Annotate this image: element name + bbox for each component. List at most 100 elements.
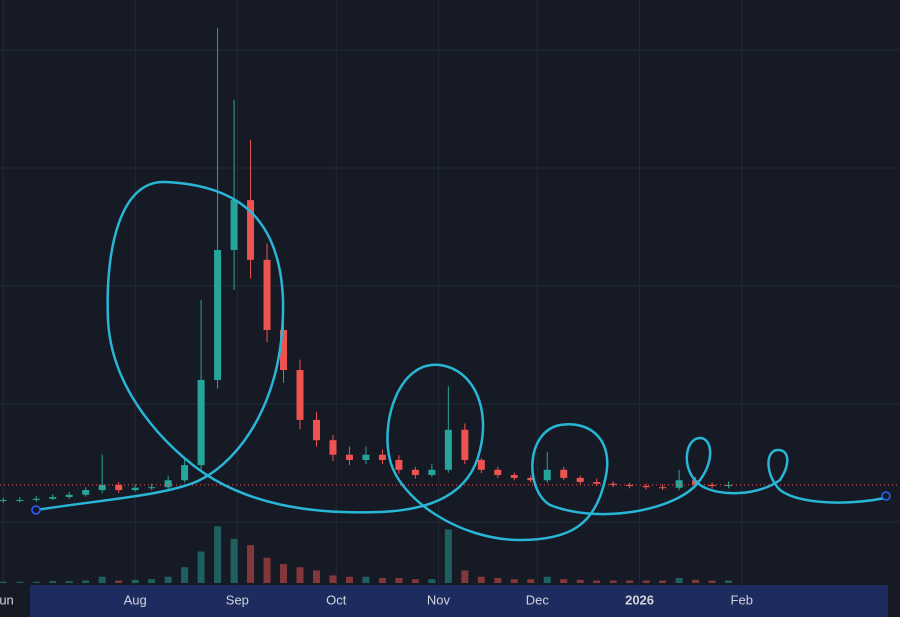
candle-body <box>593 481 601 484</box>
x-tick-label: Jun <box>0 592 14 607</box>
candle-body <box>280 330 288 371</box>
candle-body <box>329 440 337 455</box>
volume-bar <box>32 581 40 583</box>
volume-bar <box>395 577 403 583</box>
candle-body <box>675 480 683 488</box>
volume-bar <box>461 570 469 583</box>
candle-body <box>49 497 57 499</box>
candle-body <box>626 484 634 487</box>
volume-bar <box>148 579 156 583</box>
candle-body <box>444 429 452 470</box>
volume-bar <box>312 570 320 583</box>
candle-body <box>461 429 469 460</box>
volume-bar <box>49 581 57 583</box>
volume-bar <box>280 564 288 583</box>
volume-bar <box>560 579 568 583</box>
volume-bar <box>378 577 386 583</box>
x-tick-label: 2026 <box>625 592 654 607</box>
volume-bar <box>510 579 518 583</box>
candle-body <box>148 487 156 489</box>
candle-body <box>543 469 551 481</box>
volume-bar <box>0 581 7 583</box>
candle-body <box>576 477 584 482</box>
volume-bar <box>214 526 222 583</box>
volume-bar <box>329 575 337 583</box>
candle-body <box>131 487 139 491</box>
candle-body <box>725 484 733 487</box>
candle-body <box>477 459 485 470</box>
volume-bar <box>362 576 370 583</box>
candle-body <box>115 484 123 491</box>
candle-body <box>494 469 502 476</box>
drawing-handle[interactable] <box>881 491 891 501</box>
volume-bar <box>708 580 716 583</box>
volume-bar <box>494 577 502 583</box>
drawing-handle[interactable] <box>31 505 41 515</box>
candle-body <box>181 465 189 481</box>
x-tick-label: Nov <box>427 592 451 607</box>
h-grid <box>0 49 900 523</box>
candle-body <box>32 498 40 500</box>
candle-body <box>642 486 650 488</box>
volume-bar <box>659 580 667 583</box>
candle-body <box>609 483 617 485</box>
volume-bar <box>411 579 419 583</box>
candle-body <box>65 494 73 498</box>
volume-bar <box>725 580 733 583</box>
volume-bar <box>98 576 106 583</box>
candle-body <box>560 469 568 478</box>
candle-body <box>312 419 320 441</box>
volume-bar <box>609 580 617 583</box>
candle-body <box>527 477 535 481</box>
candle-body <box>510 475 518 478</box>
candle-body <box>197 379 205 466</box>
volume-bar <box>181 567 189 583</box>
candle-body <box>16 499 24 501</box>
volume-bar <box>296 567 304 583</box>
x-tick-label: Oct <box>326 592 347 607</box>
volume-bar <box>263 557 271 583</box>
candle-body <box>708 484 716 487</box>
volume-bar <box>131 579 139 583</box>
volume-bar <box>82 580 90 583</box>
volume-bar <box>230 538 238 583</box>
x-tick-label: Sep <box>226 592 249 607</box>
volume-bar <box>115 580 123 583</box>
candle-body <box>247 200 255 260</box>
candle-body <box>378 454 386 460</box>
volume-bar <box>477 576 485 583</box>
volume-bar <box>16 581 24 583</box>
candle-body <box>98 484 106 491</box>
volume-bar <box>164 576 172 583</box>
volume-bar <box>626 580 634 583</box>
volume-bar <box>642 580 650 583</box>
candle-body <box>164 480 172 488</box>
drawing <box>34 180 887 542</box>
volume-bar <box>576 579 584 583</box>
x-tick-label: Dec <box>526 592 550 607</box>
candle-body <box>214 249 222 380</box>
candle-body <box>428 469 436 476</box>
candle-body <box>0 499 7 501</box>
volume-bar <box>65 581 73 583</box>
candle-body <box>362 454 370 460</box>
volume-bar <box>543 576 551 583</box>
volume-bar <box>593 580 601 583</box>
candle-body <box>296 370 304 420</box>
volume-bar <box>428 579 436 583</box>
candle-body <box>659 487 667 489</box>
volume-bar <box>675 577 683 583</box>
volume-bar <box>247 545 255 583</box>
volume-bar <box>444 529 452 583</box>
time-axis-highlight <box>30 585 888 617</box>
candle-body <box>411 469 419 476</box>
candle-body <box>345 454 353 460</box>
candle-body <box>82 490 90 495</box>
volume-bar <box>692 579 700 583</box>
volume-bar <box>527 579 535 583</box>
candle-body <box>263 259 271 331</box>
candle-body <box>395 459 403 470</box>
volume-bar <box>197 551 205 583</box>
